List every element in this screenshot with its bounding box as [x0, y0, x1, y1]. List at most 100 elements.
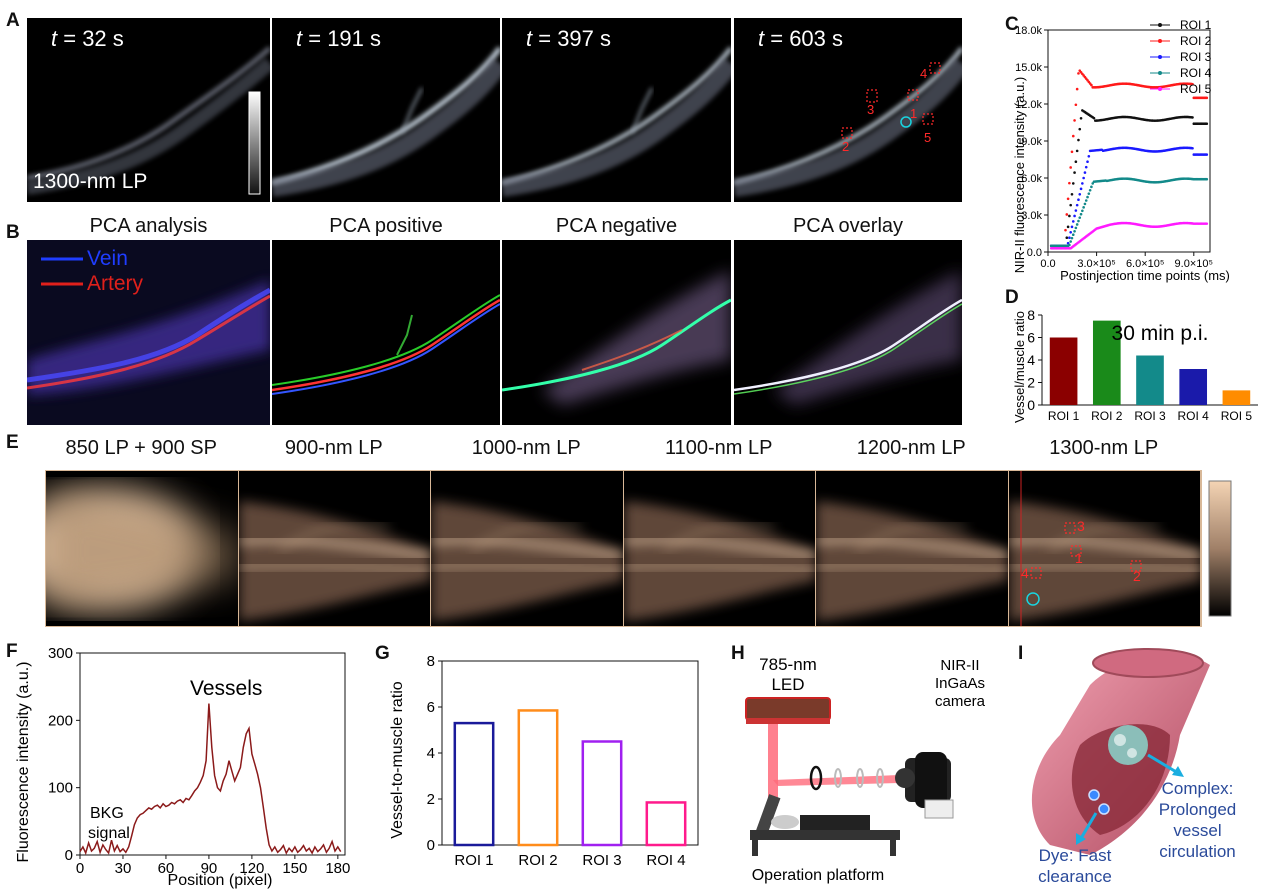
chart-f-xlabel: Position (pixel) — [168, 872, 273, 889]
chart-c: 0.0 3.0k 6.0k 9.0k 12.0k 15.0k 18.0k 0.0 3.0×10⁵… — [1012, 20, 1230, 283]
chart-g-xtick: ROI 3 — [582, 852, 621, 869]
chart-c-point — [1081, 209, 1084, 213]
colorbar-e — [1208, 480, 1232, 617]
complex-arrow — [1147, 753, 1179, 775]
chart-c-point — [1205, 177, 1209, 181]
chart-c-xtick: 6.0×10⁵ — [1126, 258, 1165, 270]
chart-d-ytick: 0 — [1027, 397, 1035, 413]
roi-label-e-2: 2 — [1133, 568, 1141, 584]
chart-g-bar-2 — [517, 709, 559, 847]
chart-f-xtick: 0 — [76, 860, 84, 877]
vessel-illustration — [1031, 648, 1210, 855]
chart-c-point — [1077, 219, 1080, 223]
artery-legend-label: Artery — [87, 272, 144, 295]
complex-caption-line1: Complex: — [1161, 779, 1234, 798]
chart-c-ytick: 9.0k — [1021, 136, 1042, 148]
nanocomplex-icon — [1108, 725, 1148, 765]
chart-c-point — [1191, 82, 1194, 86]
filter-image-4 — [623, 471, 816, 626]
chart-c-point — [1065, 213, 1069, 216]
chart-c-point — [1086, 195, 1089, 199]
chart-d-xtick: ROI 5 — [1221, 409, 1253, 423]
pca-analysis-image: Vein Artery — [27, 240, 270, 425]
chart-c-point — [1078, 192, 1082, 196]
chart-c-point — [1077, 72, 1080, 75]
filter-title-3: 1000-nm LP — [471, 437, 581, 459]
chart-f-xtick: 150 — [282, 860, 307, 877]
time-value: = 603 s — [764, 26, 844, 51]
complex-caption: Complex: Prolonged vessel circulation — [1130, 778, 1265, 862]
chart-c-point — [1066, 197, 1070, 201]
chart-c-point — [1082, 206, 1085, 209]
chart-c-point — [1068, 181, 1071, 185]
chart-f: 0 100 200 300 0 30 60 90 120 150 180 Fluorescence … — [15, 645, 350, 889]
chart-c-point — [1075, 87, 1079, 91]
time-label-2: t = 191 s — [296, 26, 381, 52]
roi-box-e-1 — [1069, 545, 1082, 557]
camera-icon — [895, 752, 954, 819]
time-variable: t — [758, 26, 765, 51]
panel-label-e: E — [6, 432, 19, 453]
chart-c-point — [1069, 230, 1072, 234]
chart-d-ytick: 6 — [1027, 330, 1035, 346]
led-label-line2: LED — [771, 675, 804, 694]
chart-c-point — [1079, 187, 1083, 191]
chart-c-point — [1070, 192, 1074, 196]
vessel-image — [27, 46, 270, 195]
chart-f-ytick: 200 — [48, 712, 73, 729]
chart-c-series-2 — [1049, 69, 1209, 248]
chart-c-point — [1065, 236, 1069, 239]
chart-c-point — [1205, 222, 1209, 225]
chart-c-series-5 — [1049, 221, 1209, 250]
panel-label-i: I — [1018, 643, 1024, 664]
chart-d-xtick: ROI 3 — [1134, 409, 1166, 423]
chart-c-point — [1084, 199, 1088, 202]
chart-c-point — [1090, 185, 1093, 189]
vessel-image — [272, 46, 500, 197]
led-icon — [745, 697, 831, 724]
chart-g-ytick: 4 — [427, 745, 435, 762]
chart-d-bar-3 — [1136, 355, 1164, 405]
chart-d-bar-4 — [1179, 369, 1208, 405]
chart-d-ytick: 4 — [1027, 352, 1035, 368]
pca-negative-image — [502, 240, 731, 425]
signal-annotation: signal — [88, 825, 130, 842]
chart-c-point — [1069, 240, 1072, 243]
pca-title-3: PCA negative — [555, 215, 678, 237]
filter-image-3 — [431, 471, 624, 626]
chart-g-xtick: ROI 4 — [646, 852, 685, 869]
camera-label-line3: camera — [935, 693, 986, 710]
time-value: = 191 s — [302, 26, 382, 51]
chart-c-point — [1070, 236, 1074, 240]
chart-c-ylabel: NIR-II fluorescence intensity (a.u.) — [1012, 77, 1027, 274]
chart-c-point — [1191, 146, 1194, 150]
filter-title-6: 1300-nm LP — [1049, 437, 1159, 459]
chart-c-point — [1066, 241, 1070, 245]
chart-f-xtick: 120 — [239, 860, 264, 877]
dye-molecule-icon — [1088, 789, 1100, 801]
roi-box-1 — [907, 89, 919, 101]
chart-c-point — [1087, 154, 1091, 158]
chart-c-point — [1071, 134, 1075, 138]
chart-f-line — [79, 703, 342, 856]
filter-image-5 — [816, 471, 1009, 626]
roi-label-e-1: 1 — [1075, 550, 1083, 566]
chart-c-point — [1075, 223, 1079, 226]
chart-g-bar-4 — [645, 801, 687, 847]
chart-c-ytick: 18.0k — [1015, 25, 1042, 37]
panel-label-f: F — [6, 641, 18, 662]
chart-c-point — [1068, 214, 1071, 218]
vessel-image: 1 2 3 4 5 — [734, 46, 962, 197]
chart-c-xtick: 9.0×10⁵ — [1175, 258, 1214, 270]
chart-c-point — [1205, 96, 1209, 100]
chart-c-point — [1092, 116, 1096, 120]
chart-c-point — [1070, 225, 1074, 229]
chart-c-point — [1064, 228, 1067, 232]
muscle-roi-circle-e — [1025, 592, 1040, 606]
panel-label-d: D — [1005, 287, 1019, 308]
dye-caption-line1: Dye: Fast — [1038, 846, 1112, 865]
chart-c-point — [1073, 171, 1076, 174]
time-label-4: t = 603 s — [758, 26, 843, 52]
chart-c-point — [1066, 225, 1070, 229]
roi-label-2: 2 — [842, 139, 849, 154]
